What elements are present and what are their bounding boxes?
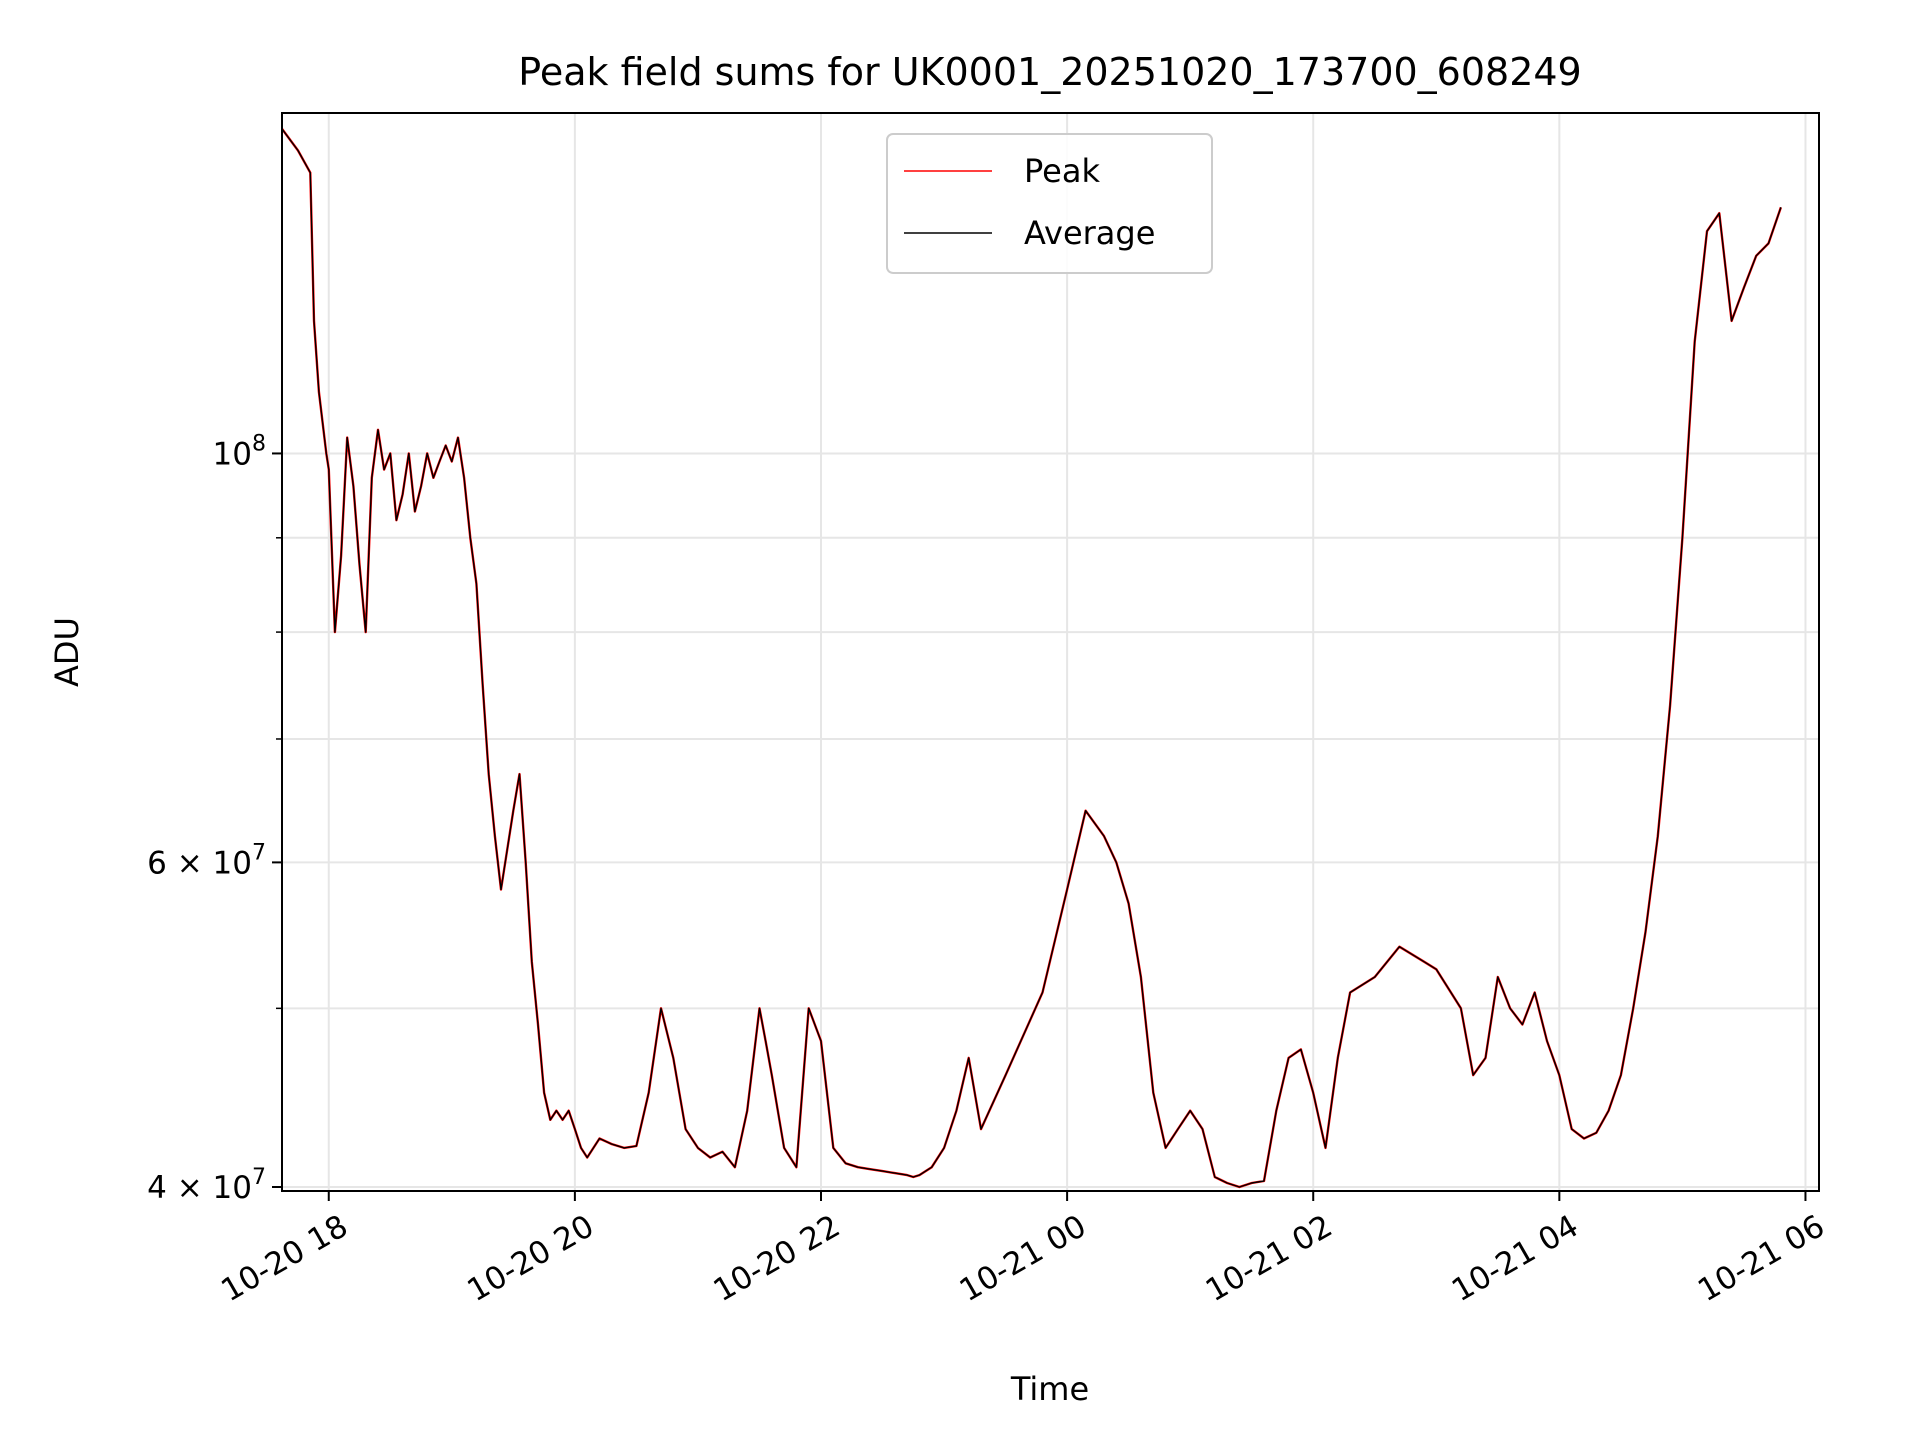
series-line-average <box>282 128 1782 1188</box>
legend-box <box>886 133 1213 274</box>
series-group <box>282 128 1783 1189</box>
y-tick-label: 108 <box>213 431 266 472</box>
y-axis-label: ADU <box>48 617 86 687</box>
y-tick-label: 4 × 107 <box>147 1165 266 1206</box>
plot-frame <box>281 112 1820 1192</box>
y-tick-label: 6 × 107 <box>147 840 266 881</box>
legend: Peak Average <box>886 133 1213 274</box>
x-axis-label: Time <box>1010 1370 1089 1408</box>
y-axis: 4 × 107 6 × 107 108 <box>147 431 282 1206</box>
legend-label-peak: Peak <box>1024 152 1100 190</box>
legend-label-average: Average <box>1024 214 1155 252</box>
chart-title: Peak field sums for UK0001_20251020_1737… <box>518 50 1581 94</box>
grid <box>282 113 1819 1191</box>
